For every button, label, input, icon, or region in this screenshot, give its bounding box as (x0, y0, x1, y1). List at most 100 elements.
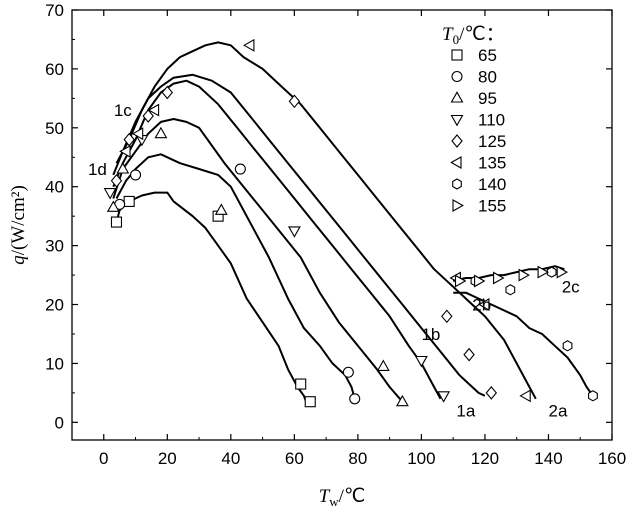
y-axis-label: q/(W/cm²) (8, 185, 29, 265)
series-curves (112, 41, 594, 406)
y-tick-label: 40 (45, 178, 64, 197)
series-line-110 (112, 79, 442, 400)
marker-125 (142, 109, 154, 123)
marker-125 (110, 173, 123, 188)
annotation-2a: 2a (549, 401, 568, 420)
series-line-135 (115, 41, 537, 400)
series-line-80 (115, 153, 356, 400)
annotation-1a: 1a (456, 401, 475, 420)
marker-135 (119, 144, 131, 158)
annotation-1b: 1b (421, 325, 440, 344)
legend-marker-95 (450, 91, 464, 103)
marker-65 (304, 396, 316, 408)
marker-110 (103, 188, 117, 200)
x-axis-label: Tw/℃ (319, 486, 366, 509)
marker-155 (518, 268, 530, 282)
legend-marker-125 (451, 134, 463, 148)
annotation-1c: 1c (114, 101, 132, 120)
plot-border (71, 9, 613, 441)
legend-marker-135 (450, 156, 462, 169)
legend-label-95: 95 (478, 89, 497, 108)
legend-marker-80 (451, 70, 463, 83)
marker-80 (342, 366, 354, 378)
marker-155 (493, 271, 505, 285)
series-line-65 (115, 191, 309, 406)
marker-140 (588, 390, 598, 402)
marker-95 (214, 203, 228, 215)
axis-labels: Tw/℃ q/(W/cm²) (8, 185, 365, 509)
y-tick-label: 50 (45, 119, 64, 138)
x-tick-label: 100 (407, 449, 435, 468)
legend-label-155: 155 (478, 197, 506, 216)
annotation-2b: 2b (472, 295, 491, 314)
marker-140 (562, 340, 573, 352)
series-line-95 (112, 118, 404, 403)
marker-125 (463, 347, 475, 362)
marker-95 (395, 394, 409, 407)
marker-155 (537, 265, 550, 279)
y-tick-label: 10 (45, 354, 64, 373)
marker-135 (147, 103, 160, 117)
legend-marker-110 (450, 114, 464, 127)
x-tick-label: 140 (534, 449, 562, 468)
legend-marker-140 (452, 178, 462, 190)
marker-155 (556, 265, 569, 279)
marker-155 (474, 274, 486, 288)
legend-label-65: 65 (478, 46, 497, 65)
legend-label-125: 125 (478, 132, 506, 151)
legend-label-135: 135 (478, 154, 506, 173)
annotation-2c: 2c (562, 278, 580, 297)
marker-110 (287, 226, 301, 238)
marker-140 (546, 266, 557, 278)
y-tick-label: 20 (45, 296, 64, 315)
marker-125 (161, 85, 174, 100)
marker-125 (441, 309, 453, 324)
x-tick-label: 80 (348, 449, 367, 468)
marker-80 (349, 393, 361, 405)
marker-80 (129, 169, 142, 181)
annotation-1d: 1d (88, 160, 107, 179)
x-tick-label: 160 (598, 449, 626, 468)
marker-125 (288, 94, 301, 109)
marker-125 (123, 132, 135, 147)
x-tick-label: 120 (471, 449, 499, 468)
annotations: 1c 1d 1b 1a 2b 2c 2a (88, 101, 580, 420)
marker-65 (295, 378, 307, 390)
x-tick-label: 20 (158, 449, 177, 468)
series-line-140 (453, 291, 594, 397)
marker-95 (116, 162, 130, 174)
y-tick-label: 70 (45, 1, 64, 20)
marker-80 (234, 163, 246, 175)
legend-title: T0/℃： (442, 24, 505, 47)
series-markers (103, 38, 598, 408)
series-line-125 (112, 73, 486, 397)
marker-110 (437, 391, 451, 403)
legend: T0/℃：65 80 95 110 125 135 140 155 (442, 24, 506, 216)
marker-110 (414, 355, 428, 368)
marker-135 (242, 38, 255, 52)
marker-135 (478, 298, 490, 311)
marker-155 (454, 274, 467, 288)
x-tick-label: 60 (285, 449, 304, 468)
marker-125 (485, 386, 498, 400)
marker-65 (123, 195, 135, 207)
marker-140 (505, 284, 516, 296)
marker-95 (376, 359, 390, 371)
y-tick-label: 60 (45, 60, 64, 79)
legend-marker-65 (451, 49, 463, 61)
x-tick-label: 40 (221, 449, 240, 468)
y-tick-label: 0 (55, 413, 64, 432)
marker-95 (106, 200, 120, 212)
marker-135 (131, 127, 144, 141)
marker-135 (519, 389, 531, 403)
legend-label-140: 140 (478, 175, 506, 194)
legend-label-80: 80 (478, 68, 497, 87)
x-tick-label: 0 (99, 449, 108, 468)
legend-label-110: 110 (478, 111, 505, 130)
legend-marker-155 (452, 199, 464, 212)
y-tick-label: 30 (45, 237, 64, 256)
marker-95 (154, 126, 168, 139)
plot-frame (71, 9, 613, 441)
marker-65 (110, 216, 123, 228)
